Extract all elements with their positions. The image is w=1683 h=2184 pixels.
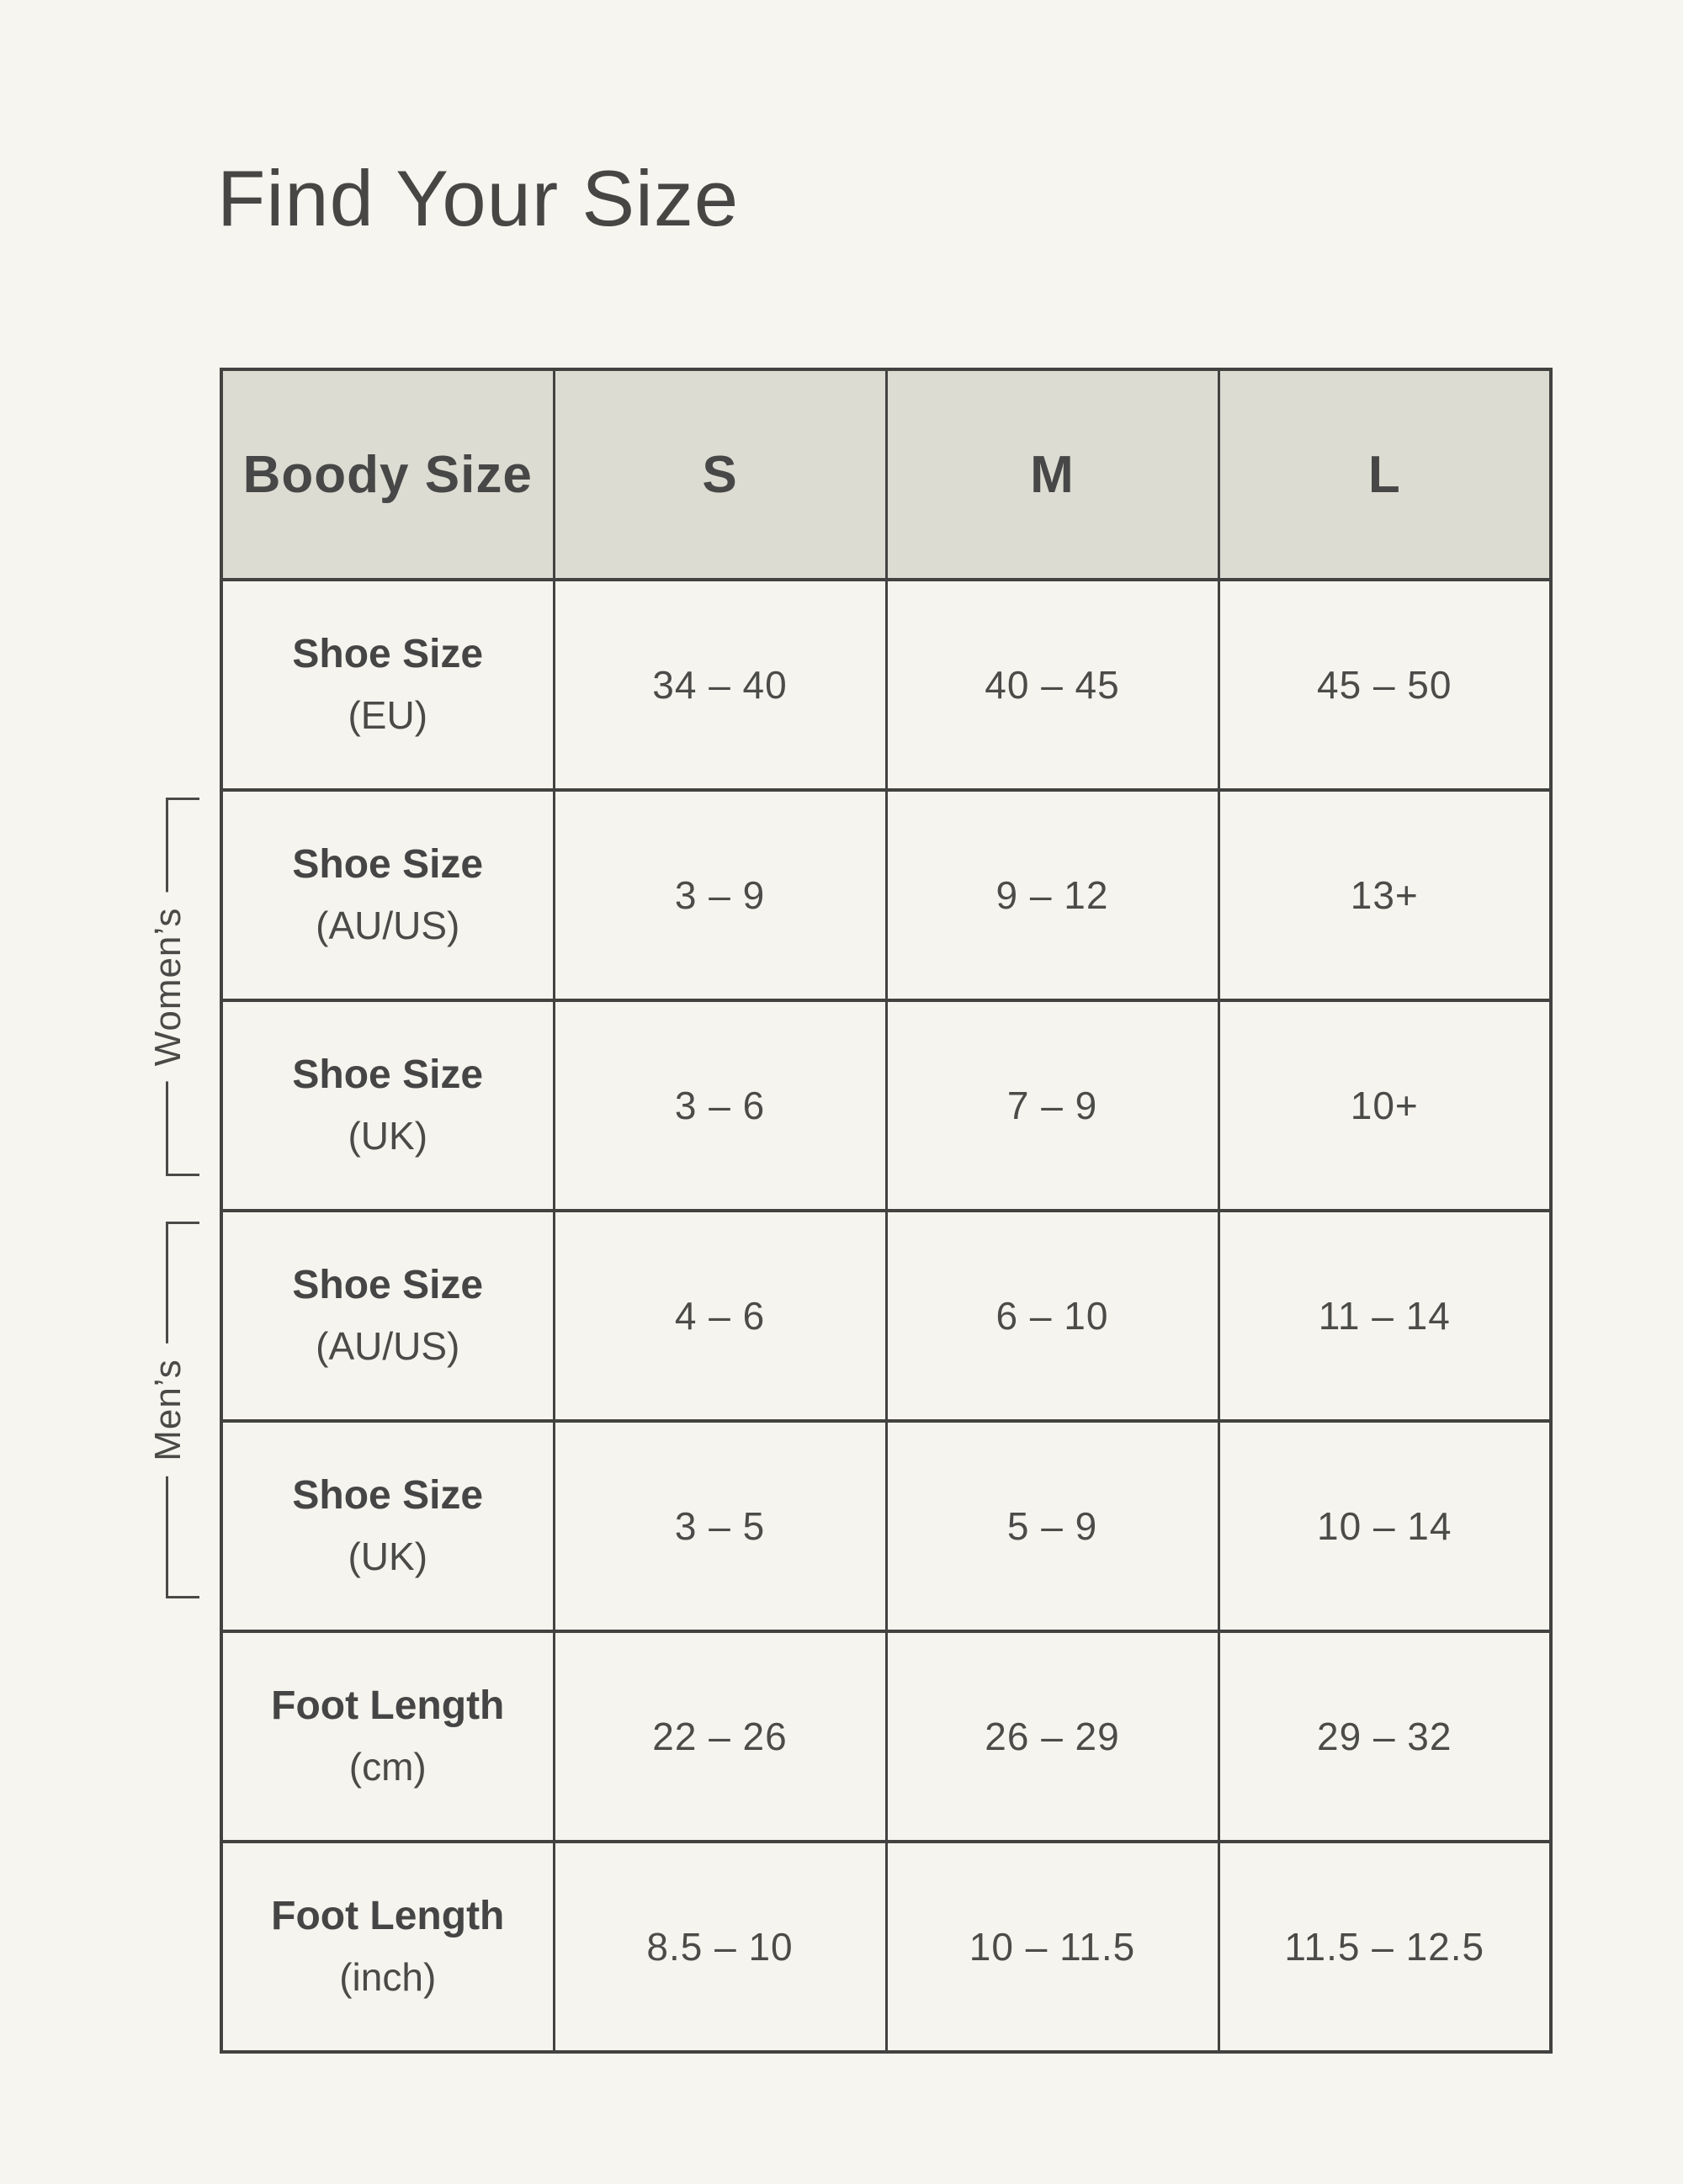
value-cell: 22 – 26 xyxy=(552,1630,888,1843)
womens-group-bracket: Women’s xyxy=(147,798,199,1176)
value-cell: 26 – 29 xyxy=(884,1630,1220,1843)
table-row-mens-shoe-size-uk: Shoe Size (UK) 3 – 5 5 – 9 10 – 14 xyxy=(220,1419,1553,1633)
table-row-foot-length-inch: Foot Length (inch) 8.5 – 10 10 – 11.5 11… xyxy=(220,1840,1553,2054)
size-chart-table: Boody Size S M L Shoe Size (EU) 34 – 40 … xyxy=(220,368,1553,2054)
cell-value: 9 – 12 xyxy=(995,873,1109,917)
header-cell-size-l: L xyxy=(1217,368,1553,581)
header-cell-size-m: M xyxy=(884,368,1220,581)
cell-value: 3 – 9 xyxy=(674,873,766,917)
value-cell: 4 – 6 xyxy=(552,1209,888,1423)
row-label-cell: Shoe Size (AU/US) xyxy=(220,788,555,1002)
cell-value: 5 – 9 xyxy=(1006,1504,1098,1548)
table-header-row: Boody Size S M L xyxy=(220,368,1553,581)
cell-value: 3 – 5 xyxy=(674,1504,766,1548)
womens-group-label: Women’s xyxy=(147,892,189,1082)
cell-value: 45 – 50 xyxy=(1317,663,1452,707)
cell-value: 34 – 40 xyxy=(652,663,788,707)
cell-value: 8.5 – 10 xyxy=(646,1925,794,1969)
value-cell: 10+ xyxy=(1217,999,1553,1212)
value-cell: 7 – 9 xyxy=(884,999,1220,1212)
cell-value: 3 – 6 xyxy=(674,1084,766,1127)
table-row-mens-shoe-size-auus: Shoe Size (AU/US) 4 – 6 6 – 10 11 – 14 xyxy=(220,1209,1553,1423)
mens-group-bracket: Men’s xyxy=(147,1222,199,1598)
row-label: Foot Length xyxy=(271,1894,505,1938)
value-cell: 13+ xyxy=(1217,788,1553,1002)
row-label-cell: Shoe Size (EU) xyxy=(220,578,555,792)
value-cell: 10 – 11.5 xyxy=(884,1840,1220,2054)
cell-value: 7 – 9 xyxy=(1006,1084,1098,1127)
mens-group-label: Men’s xyxy=(147,1344,189,1476)
row-label: Shoe Size xyxy=(292,1473,484,1518)
value-cell: 3 – 5 xyxy=(552,1419,888,1633)
row-sublabel: (AU/US) xyxy=(316,904,460,947)
header-cell-boody-size: Boody Size xyxy=(220,368,555,581)
row-label-cell: Foot Length (cm) xyxy=(220,1630,555,1843)
row-sublabel: (inch) xyxy=(339,1955,437,1999)
table-row-foot-length-cm: Foot Length (cm) 22 – 26 26 – 29 29 – 32 xyxy=(220,1630,1553,1843)
row-label-cell: Shoe Size (UK) xyxy=(220,1419,555,1633)
cell-value: 22 – 26 xyxy=(652,1715,788,1758)
value-cell: 8.5 – 10 xyxy=(552,1840,888,2054)
table-row-womens-shoe-size-uk: Shoe Size (UK) 3 – 6 7 – 9 10+ xyxy=(220,999,1553,1212)
table-row-shoe-size-eu: Shoe Size (EU) 34 – 40 40 – 45 45 – 50 xyxy=(220,578,1553,792)
row-sublabel: (UK) xyxy=(348,1535,428,1578)
value-cell: 40 – 45 xyxy=(884,578,1220,792)
cell-value: 13+ xyxy=(1350,873,1419,917)
value-cell: 10 – 14 xyxy=(1217,1419,1553,1633)
cell-value: 29 – 32 xyxy=(1317,1715,1452,1758)
row-label: Shoe Size xyxy=(292,842,484,887)
row-label: Shoe Size xyxy=(292,1052,484,1097)
cell-value: 40 – 45 xyxy=(985,663,1120,707)
cell-value: 10+ xyxy=(1350,1084,1419,1127)
page-title: Find Your Size xyxy=(217,154,740,242)
row-sublabel: (EU) xyxy=(348,693,428,737)
table-row-womens-shoe-size-auus: Shoe Size (AU/US) 3 – 9 9 – 12 13+ xyxy=(220,788,1553,1002)
value-cell: 34 – 40 xyxy=(552,578,888,792)
value-cell: 6 – 10 xyxy=(884,1209,1220,1423)
cell-value: 26 – 29 xyxy=(985,1715,1120,1758)
value-cell: 3 – 6 xyxy=(552,999,888,1212)
cell-value: 10 – 11.5 xyxy=(969,1925,1136,1969)
row-label-cell: Shoe Size (AU/US) xyxy=(220,1209,555,1423)
value-cell: 9 – 12 xyxy=(884,788,1220,1002)
row-label: Shoe Size xyxy=(292,632,484,676)
row-label-cell: Foot Length (inch) xyxy=(220,1840,555,2054)
value-cell: 3 – 9 xyxy=(552,788,888,1002)
row-sublabel: (UK) xyxy=(348,1114,428,1158)
row-sublabel: (AU/US) xyxy=(316,1324,460,1368)
row-label-cell: Shoe Size (UK) xyxy=(220,999,555,1212)
cell-value: 11.5 – 12.5 xyxy=(1284,1925,1485,1969)
value-cell: 11 – 14 xyxy=(1217,1209,1553,1423)
cell-value: 4 – 6 xyxy=(674,1294,766,1338)
value-cell: 11.5 – 12.5 xyxy=(1217,1840,1553,2054)
cell-value: 6 – 10 xyxy=(995,1294,1109,1338)
row-sublabel: (cm) xyxy=(348,1745,427,1789)
cell-value: 11 – 14 xyxy=(1318,1294,1451,1338)
row-label: Shoe Size xyxy=(292,1263,484,1307)
row-label: Foot Length xyxy=(271,1683,505,1728)
value-cell: 5 – 9 xyxy=(884,1419,1220,1633)
value-cell: 29 – 32 xyxy=(1217,1630,1553,1843)
header-cell-size-s: S xyxy=(552,368,888,581)
cell-value: 10 – 14 xyxy=(1317,1504,1452,1548)
value-cell: 45 – 50 xyxy=(1217,578,1553,792)
